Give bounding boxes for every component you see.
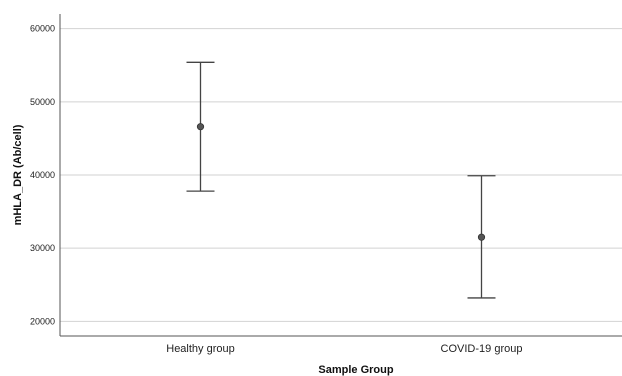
y-tick-label: 50000 [30,97,55,107]
y-tick-label: 30000 [30,243,55,253]
error-bar-group [186,61,215,192]
y-tick-labels: 20000 30000 40000 50000 60000 [30,24,55,327]
y-axis-title: mHLA_DR (Ab/cell) [12,124,24,225]
x-category-label: Healthy group [166,343,235,355]
y-tick-label: 40000 [30,170,55,180]
error-bar-group [467,175,496,299]
y-tick-label: 20000 [30,316,55,326]
x-category-label: COVID-19 group [441,343,523,355]
error-bars [186,61,496,299]
mean-point [196,123,205,131]
gridlines [60,28,622,322]
x-axis-title: Sample Group [318,364,393,376]
mean-point [477,233,486,241]
y-tick-label: 60000 [30,24,55,34]
x-category-labels: Healthy group COVID-19 group [166,343,522,355]
